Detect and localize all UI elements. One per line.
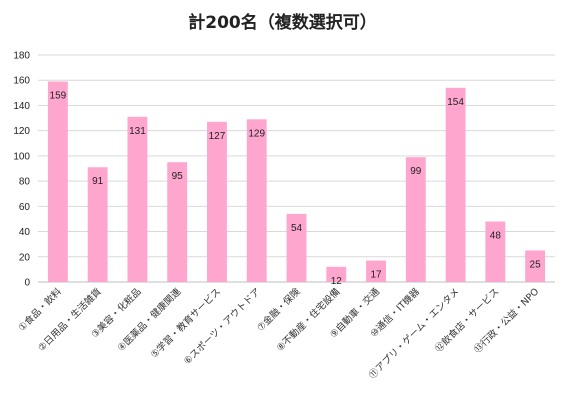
category-label: ⑥スポーツ・アウトドア xyxy=(182,286,263,367)
bar xyxy=(167,162,188,282)
y-tick-label: 140 xyxy=(13,101,30,112)
bar xyxy=(286,213,307,282)
category-label: ⑫飲食店・サービス xyxy=(433,286,502,355)
y-tick-label: 20 xyxy=(19,252,31,263)
y-axis-ticks: 0 20 40 60 80 100 120 140 160 180 xyxy=(13,51,30,289)
bar xyxy=(246,119,267,282)
y-tick-label: 80 xyxy=(19,177,31,188)
y-tick-label: 120 xyxy=(13,126,30,137)
y-tick-label: 60 xyxy=(19,202,31,213)
data-labels: 159 91 131 95 127 129 54 12 17 99 154 48 25 xyxy=(50,90,542,286)
bar xyxy=(366,260,386,282)
bar xyxy=(445,87,466,283)
y-tick-label: 160 xyxy=(13,76,30,87)
bar xyxy=(405,157,426,282)
y-tick-label: 0 xyxy=(24,278,30,289)
data-label: 25 xyxy=(530,259,542,270)
y-tick-label: 40 xyxy=(19,227,31,238)
bar xyxy=(525,250,546,282)
data-label: 12 xyxy=(331,276,343,287)
category-label: ⑤学習・教育サービス xyxy=(148,286,223,361)
bar xyxy=(47,81,68,282)
bar xyxy=(207,121,227,282)
bar xyxy=(127,116,148,283)
grid-lines xyxy=(38,54,555,283)
y-tick-label: 180 xyxy=(13,51,30,62)
bars xyxy=(47,81,546,283)
bar xyxy=(87,167,108,282)
data-label: 159 xyxy=(50,90,67,101)
chart-title: 計200名（複数選択可） xyxy=(188,13,377,33)
data-label: 129 xyxy=(248,128,265,139)
data-label: 99 xyxy=(410,166,422,177)
bar xyxy=(326,266,347,282)
data-label: 154 xyxy=(447,97,464,108)
x-axis-categories: ①食品・飲料②日用品・生活雑貨③美容・化粧品④医薬品・健康関連⑤学習・教育サービ… xyxy=(16,285,541,381)
category-label: ⑬行政・公益・NPO xyxy=(471,286,541,356)
data-label: 131 xyxy=(129,126,146,137)
data-label: 95 xyxy=(172,171,184,182)
y-tick-label: 100 xyxy=(13,151,30,162)
data-label: 17 xyxy=(370,270,382,281)
data-label: 91 xyxy=(92,176,104,187)
data-label: 54 xyxy=(291,223,303,234)
data-label: 48 xyxy=(490,230,502,241)
data-label: 127 xyxy=(209,131,226,142)
bar xyxy=(485,221,506,282)
